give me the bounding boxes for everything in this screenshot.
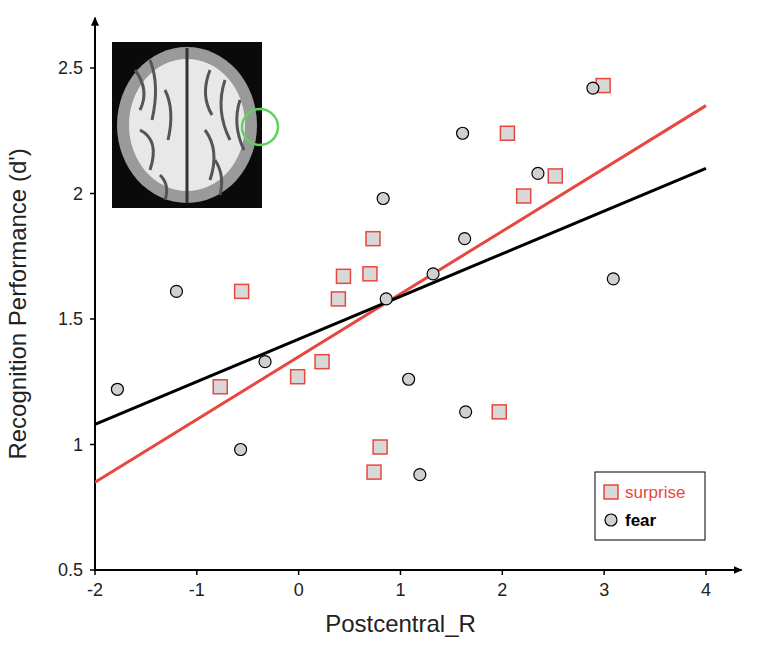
sulcus [215,160,222,195]
x-tick [603,570,605,575]
sulcus [150,60,156,120]
x-tick [196,570,198,575]
x-tick-label: -1 [189,580,205,600]
sulcus [221,80,230,140]
point [259,356,271,368]
x-tick-label: 0 [294,580,304,600]
chart: -2 -1 0 1 2 3 4 0.5 1 1.5 2 2.5 Postcentral_R Recogni… [0,0,758,651]
y-axis-label: Recognition Performance (d') [4,148,31,459]
fit-line [95,168,706,424]
point [427,268,439,280]
point [213,380,227,394]
x-axis-label: Postcentral_R [325,610,476,637]
legend-label: surprise [625,483,685,502]
x-tick-label: 1 [395,580,405,600]
point [366,232,380,246]
point [170,285,182,297]
point [291,370,305,384]
legend: surprise fear [595,472,705,540]
y-tick [90,444,95,446]
x-tick-label: -2 [87,580,103,600]
y-tick-label: 2.5 [58,58,83,78]
point [457,127,469,139]
point [336,269,350,283]
point [235,284,249,298]
y-tick-label: 1 [73,435,83,455]
point [235,444,247,456]
point [377,193,389,205]
y-tick-label: 2 [73,184,83,204]
brain-shape [117,47,257,203]
sulcus [165,90,171,140]
midline [186,48,189,203]
point [403,373,415,385]
point [607,273,619,285]
inset-bg [112,42,262,208]
x-tick [298,570,300,575]
sulcus [205,130,214,180]
sulcus [205,70,212,115]
sulcus [160,175,167,200]
x-tick [400,570,402,575]
point [459,233,471,245]
point [373,440,387,454]
point [363,267,377,281]
y-tick [90,318,95,320]
x-tick-label: 2 [497,580,507,600]
sulcus [135,70,144,110]
legend-marker [605,514,617,526]
sulcus [140,130,153,170]
point [380,293,392,305]
roi-circle [242,109,278,145]
y-tick-label: 1.5 [58,309,83,329]
point [548,169,562,183]
point [500,126,514,140]
x-tick-label: 4 [701,580,711,600]
point [492,405,506,419]
x-tick-label: 3 [599,580,609,600]
fit-line [95,106,706,483]
x-tick [502,570,504,575]
plot-area [95,79,706,483]
point [532,167,544,179]
y-axis [94,18,96,570]
legend-label: fear [625,511,657,530]
point [517,189,531,203]
brain-inset [112,42,278,208]
y-tick [90,569,95,571]
y-tick-label: 0.5 [58,560,83,580]
point [587,82,599,94]
point [331,292,345,306]
x-axis [95,569,742,571]
legend-box [595,472,705,540]
point [315,355,329,369]
legend-marker [604,485,618,499]
point [414,469,426,481]
y-tick [90,193,95,195]
x-tick [705,570,707,575]
y-tick [90,67,95,69]
point [460,406,472,418]
point [367,465,381,479]
point [111,383,123,395]
